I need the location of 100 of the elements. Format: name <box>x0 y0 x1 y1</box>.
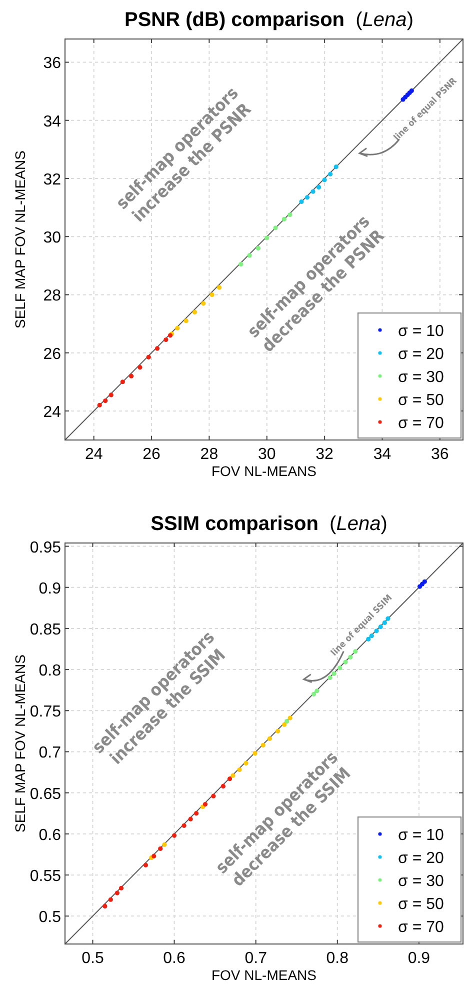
point <box>102 904 108 908</box>
point <box>192 310 198 314</box>
point <box>282 216 286 222</box>
y-tick-label: 34 <box>43 113 62 130</box>
point <box>267 736 272 741</box>
point <box>252 751 258 756</box>
point <box>311 692 316 696</box>
point <box>184 318 188 324</box>
point <box>314 688 320 694</box>
point <box>138 365 142 370</box>
point <box>322 178 327 182</box>
point <box>378 624 383 630</box>
x-tick-label: 0.9 <box>408 950 430 967</box>
point <box>288 212 292 218</box>
point <box>366 636 371 642</box>
x-tick-label: 26 <box>142 446 161 463</box>
point <box>284 719 290 724</box>
y-tick-label: 32 <box>43 171 62 188</box>
point <box>332 671 336 676</box>
point <box>386 616 390 621</box>
y-tick-label: 28 <box>43 288 62 305</box>
legend-label: σ = 50 <box>398 896 444 913</box>
legend-label: σ = 10 <box>398 827 444 844</box>
y-tick-label: 30 <box>43 230 62 247</box>
point <box>201 301 206 306</box>
point <box>227 776 232 782</box>
legend-label: σ = 70 <box>398 919 444 936</box>
point <box>237 767 242 772</box>
y-tick-label: 0.85 <box>30 621 62 638</box>
point <box>146 354 151 360</box>
point <box>202 802 208 807</box>
point <box>316 184 322 190</box>
legend-label: σ = 30 <box>398 873 444 890</box>
point <box>244 760 248 766</box>
point <box>162 842 167 847</box>
point <box>299 199 304 204</box>
point <box>103 398 108 404</box>
point <box>172 833 177 838</box>
x-tick-label: 0.5 <box>82 950 104 967</box>
point <box>328 675 332 680</box>
point <box>188 816 193 822</box>
x-tick-label: 32 <box>316 446 334 463</box>
y-axis-title: SELF MAP FOV NL-MEANS <box>12 150 28 328</box>
x-tick-label: 0.6 <box>163 950 186 967</box>
point <box>256 246 261 251</box>
x-tick-label: 28 <box>200 446 218 463</box>
point <box>328 172 333 176</box>
point <box>164 337 168 342</box>
y-tick-label: 0.9 <box>38 580 62 598</box>
x-tick-label: 30 <box>258 446 276 463</box>
point <box>348 654 353 660</box>
point <box>120 380 125 384</box>
x-axis-title: FOV NL-MEANS <box>211 463 317 479</box>
x-tick-label: 36 <box>431 446 449 463</box>
x-tick-label: 0.7 <box>244 950 268 967</box>
point <box>108 392 114 398</box>
point <box>118 886 124 890</box>
legend-label: σ = 30 <box>398 369 444 386</box>
y-tick-label: 0.8 <box>38 662 62 680</box>
point <box>143 862 148 868</box>
point <box>129 374 134 378</box>
y-axis-title: SELF MAP FOV NL-MEANS <box>12 654 28 832</box>
y-tick-label: 24 <box>43 404 62 421</box>
point <box>220 784 226 789</box>
point <box>238 262 244 266</box>
point <box>260 742 266 748</box>
y-tick-label: 0.75 <box>30 704 62 721</box>
point <box>374 628 379 634</box>
x-axis-title: FOV NL-MEANS <box>211 967 317 983</box>
point <box>108 897 113 902</box>
legend-label: σ = 20 <box>398 346 444 363</box>
legend-label: σ = 10 <box>398 323 444 340</box>
point <box>211 794 216 798</box>
chart-title: SSIM comparison (Lena) <box>150 513 388 535</box>
y-tick-label: 0.5 <box>38 909 62 926</box>
point <box>276 728 280 734</box>
y-tick-label: 0.6 <box>38 826 62 844</box>
legend-label: σ = 70 <box>398 415 444 432</box>
point <box>382 620 388 626</box>
x-tick-label: 0.8 <box>326 950 349 967</box>
y-tick-label: 36 <box>43 55 62 72</box>
point <box>114 890 120 896</box>
point <box>273 226 278 230</box>
legend-label: σ = 50 <box>398 392 444 409</box>
point <box>175 326 180 330</box>
point <box>182 823 186 828</box>
point <box>247 253 252 258</box>
y-tick-label: 26 <box>43 346 62 363</box>
point <box>353 649 358 654</box>
point <box>264 236 270 240</box>
point <box>304 195 310 200</box>
point <box>154 346 160 351</box>
point <box>158 846 163 851</box>
point <box>152 854 156 858</box>
point <box>97 402 102 408</box>
y-tick-label: 0.7 <box>38 744 62 762</box>
y-tick-label: 0.95 <box>30 539 62 556</box>
point <box>334 164 338 170</box>
point <box>338 666 342 670</box>
point <box>282 722 287 727</box>
